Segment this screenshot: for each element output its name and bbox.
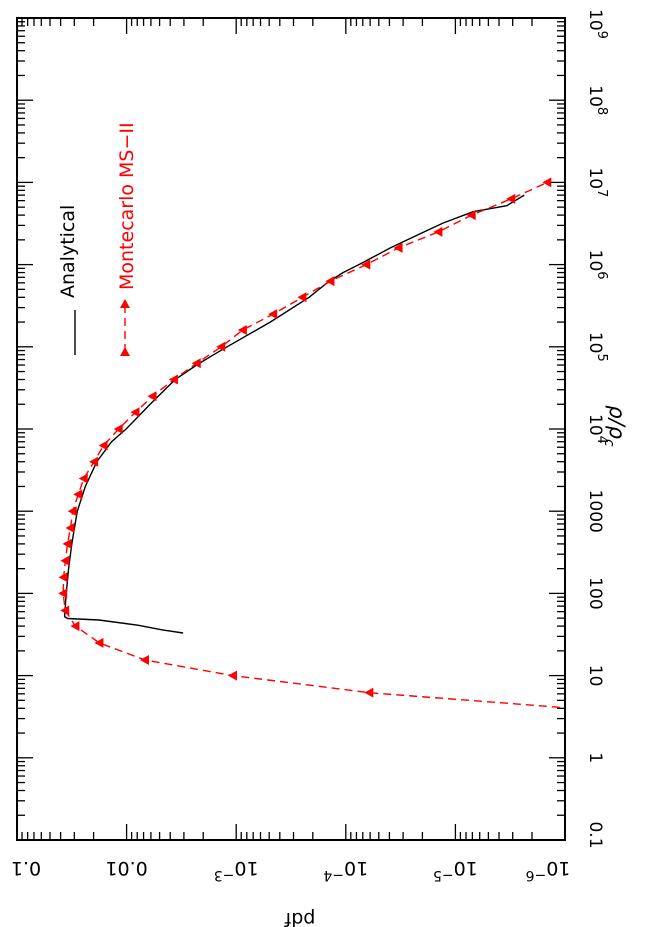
- pdf-tick-label-base: 0.01: [105, 857, 147, 879]
- montecarlo-marker: [433, 226, 443, 237]
- pdf-tick-label: 10−4: [323, 857, 368, 883]
- montecarlo-marker: [78, 473, 88, 484]
- montecarlo-marker: [73, 489, 83, 500]
- rho-tick-label-base: 10: [585, 167, 605, 189]
- montecarlo-marker: [62, 538, 72, 549]
- montecarlo-marker: [60, 555, 70, 566]
- series-layer: [58, 177, 565, 709]
- rho-tick-label: 105: [585, 332, 609, 362]
- analytical-series-line: [63, 194, 525, 634]
- montecarlo-marker: [325, 276, 335, 287]
- rho-tick-label: 108: [585, 85, 609, 115]
- pdf-tick-label-base: 10: [546, 857, 570, 879]
- rho-tick-label-base: 1000: [585, 490, 605, 533]
- pdf-tick-label-base: 10: [454, 857, 478, 879]
- rho-tick-label: 10: [585, 665, 605, 687]
- montecarlo-marker: [268, 309, 278, 320]
- montecarlo-marker: [98, 440, 108, 451]
- rho-tick-label-base: 10: [585, 9, 605, 31]
- axis-ticks: [17, 18, 566, 841]
- rho-tick-label: 104: [585, 414, 609, 444]
- montecarlo-marker: [139, 654, 149, 665]
- x-axis-label: pdf: [283, 908, 315, 927]
- montecarlo-marker: [466, 210, 476, 221]
- montecarlo-marker: [542, 177, 552, 188]
- montecarlo-marker: [237, 325, 247, 336]
- rho-tick-label-base: 10: [585, 85, 605, 107]
- rho-tick-label-base: 10: [585, 414, 605, 436]
- legend: Analytical Montecarlo MS−II: [57, 122, 138, 356]
- y-axis-label: ρ/ρc: [601, 405, 629, 447]
- montecarlo-marker: [297, 292, 307, 303]
- montecarlo-marker: [60, 605, 70, 616]
- pdf-tick-label: 10−6: [525, 857, 570, 883]
- rho-tick-label-exponent: 6: [594, 271, 609, 279]
- rho-tick-label: 107: [585, 167, 609, 197]
- montecarlo-marker: [89, 456, 99, 467]
- rho-tick-label: 0.1: [585, 821, 605, 848]
- montecarlo-marker: [506, 193, 516, 204]
- rho-tick-label-base: 100: [585, 577, 605, 609]
- rho-tick-label: 106: [585, 250, 609, 280]
- rho-tick-label-base: 0.1: [585, 821, 605, 848]
- legend-montecarlo-marker: [120, 347, 130, 356]
- montecarlo-series-line: [62, 181, 565, 709]
- montecarlo-marker: [58, 588, 68, 599]
- pdf-tick-label: 0.01: [105, 857, 147, 879]
- pdf-tick-label-exponent: −3: [214, 867, 235, 883]
- plot-frame: [16, 17, 566, 841]
- pdf-tick-label-exponent: −5: [433, 867, 454, 883]
- montecarlo-marker: [67, 506, 77, 517]
- montecarlo-marker: [227, 670, 237, 681]
- pdf-tick-label-base: 10: [344, 857, 368, 879]
- rho-tick-label-exponent: 5: [594, 353, 609, 361]
- rho-tick-label-exponent: 8: [594, 107, 609, 115]
- rho-tick-label: 109: [585, 9, 609, 39]
- montecarlo-marker: [361, 259, 371, 270]
- pdf-tick-label-base: 0.1: [11, 857, 41, 879]
- montecarlo-marker: [191, 358, 201, 369]
- legend-montecarlo-label: Montecarlo MS−II: [116, 122, 138, 290]
- montecarlo-marker: [58, 572, 68, 583]
- pdf-tick-label-base: 10: [234, 857, 258, 879]
- rho-tick-label-exponent: 7: [594, 189, 609, 197]
- montecarlo-marker: [393, 242, 403, 253]
- rho-tick-label-base: 10: [585, 332, 605, 354]
- pdf-tick-label: 0.1: [11, 857, 41, 879]
- montecarlo-marker: [216, 341, 226, 352]
- montecarlo-marker: [168, 374, 178, 385]
- montecarlo-marker: [94, 637, 104, 648]
- montecarlo-marker: [113, 424, 123, 434]
- y-axis-label-main: ρ/ρ: [605, 405, 629, 439]
- rho-tick-label-base: 10: [585, 250, 605, 272]
- montecarlo-marker: [70, 621, 80, 632]
- montecarlo-marker: [130, 407, 140, 418]
- rho-tick-label-exponent: 4: [594, 436, 609, 444]
- rho-tick-label: 100: [585, 577, 605, 609]
- montecarlo-marker: [65, 522, 75, 533]
- montecarlo-marker: [364, 687, 374, 698]
- rho-tick-label-base: 1: [585, 752, 605, 763]
- legend-analytical-label: Analytical: [57, 205, 79, 298]
- pdf-tick-label-exponent: −6: [525, 867, 546, 883]
- pdf-tick-label: 10−3: [214, 857, 259, 883]
- pdf-tick-label-exponent: −4: [323, 867, 344, 883]
- legend-montecarlo-marker: [120, 299, 130, 308]
- rho-tick-label-base: 10: [585, 665, 605, 687]
- pdf-tick-label: 10−5: [433, 857, 478, 883]
- montecarlo-marker: [147, 391, 157, 402]
- rho-tick-label: 1: [585, 752, 605, 763]
- y-axis-label-subscript: c: [601, 439, 617, 447]
- rho-tick-label: 1000: [585, 490, 605, 533]
- rho-tick-label-exponent: 9: [594, 31, 609, 39]
